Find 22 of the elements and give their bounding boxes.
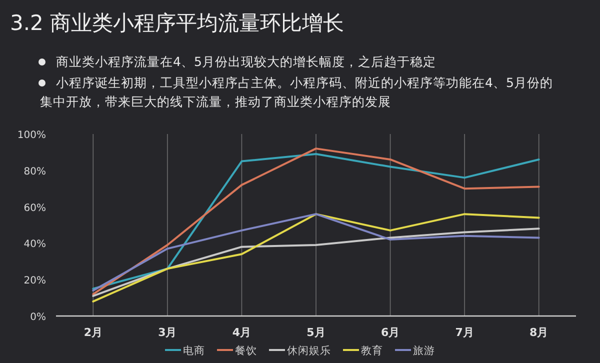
y-tick-label: 0%: [30, 312, 46, 323]
x-tick-label: 8月: [530, 326, 548, 339]
x-tick-label: 3月: [158, 326, 177, 339]
text: 商业类小程序流量在4、5月份出现较大的增长幅度，之后趋于稳定: [56, 54, 436, 69]
legend-label: 旅游: [413, 344, 435, 357]
text: 小程序诞生初期，工具型小程序占主体。小程序码、附近的小程序等功能在4、5月份的集中开放，带来巨大的线下流量，推动了商业类小程序的发展: [40, 75, 553, 109]
x-tick-label: 6月: [380, 326, 400, 339]
x-tick-label: 2月: [84, 326, 102, 339]
legend-label: 餐饮: [235, 345, 257, 357]
chart-title: 3.2 商业类小程序平均流量环比增长: [10, 11, 344, 35]
line-series: [92, 228, 540, 297]
x-tick-label: 7月: [455, 326, 474, 339]
y-tick-label: 100%: [17, 130, 46, 141]
legend-label: 电商: [183, 344, 205, 357]
legend-label: 休闲娱乐: [287, 344, 331, 357]
x-tick-label: 4月: [232, 326, 252, 339]
y-tick-label: 60%: [24, 202, 46, 214]
y-tick-label: 40%: [24, 239, 46, 250]
x-tick-label: 5月: [306, 326, 326, 339]
y-tick-label: 80%: [24, 166, 46, 178]
legend-label: 教育: [361, 344, 383, 357]
y-tick-label: 20%: [24, 276, 46, 287]
